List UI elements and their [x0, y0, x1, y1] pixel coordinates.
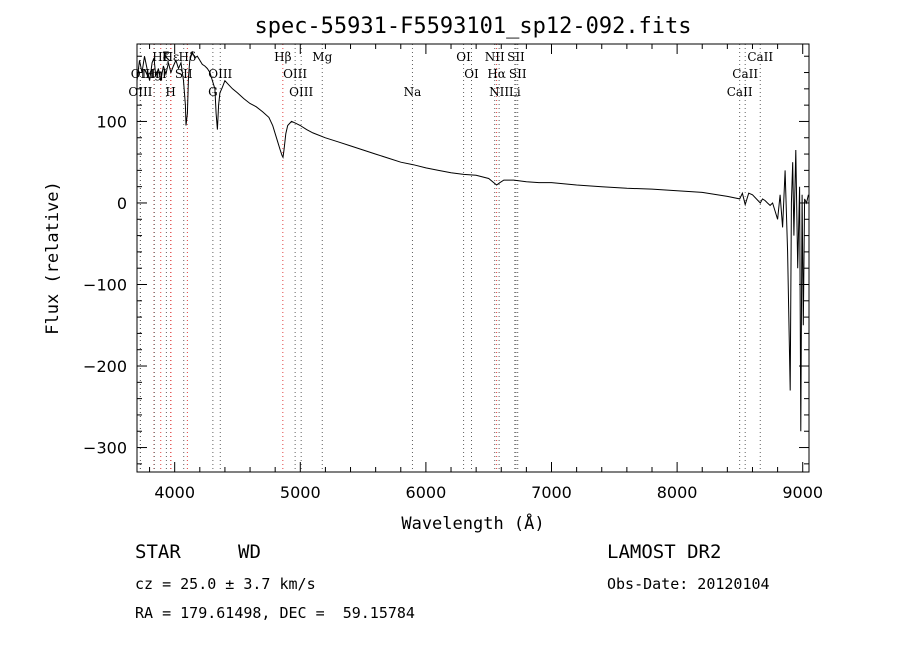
spectral-line-label: SII	[509, 67, 527, 81]
redshift-cz: cz = 25.0 ± 3.7 km/s	[135, 575, 316, 593]
spectral-line-label: H	[165, 85, 175, 99]
x-axis-label: Wavelength (Å)	[401, 512, 544, 534]
y-axis-ticks: 100 0 −100 −200 −300	[83, 55, 809, 465]
spectral-line-label: Li	[509, 85, 521, 99]
ra-dec-coordinates: RA = 179.61498, DEC = 59.15784	[135, 604, 415, 622]
spectral-line-label: CaII	[732, 67, 758, 81]
y-tick-label: −300	[83, 439, 127, 458]
spectral-line-label: G	[208, 85, 218, 99]
y-tick-label: −100	[83, 275, 127, 294]
y-tick-label: 100	[96, 112, 127, 131]
spectral-line-label: OII	[131, 67, 151, 81]
spectral-line-label: SII	[175, 67, 193, 81]
spectral-line-label: MgI	[142, 67, 167, 81]
x-tick-label: 8000	[657, 483, 698, 502]
spectral-line-label: Hα	[487, 67, 506, 81]
spectral-line-label: OIII	[128, 85, 152, 99]
object-class: STAR	[135, 541, 181, 563]
spectral-line-label: OIII	[289, 85, 313, 99]
spectral-line-label: SII	[507, 50, 525, 64]
x-axis-ticks: 4000 5000 6000 7000 8000 9000	[149, 44, 823, 502]
spectral-line-label: OI	[464, 67, 479, 81]
spectral-line-label: K	[162, 50, 172, 64]
spectral-line-label: Hζ	[152, 50, 169, 64]
spectral-line-label: NII	[485, 50, 505, 64]
spectral-line-label: OIII	[283, 67, 307, 81]
spectral-line-label: OI	[456, 50, 471, 64]
y-tick-label: 0	[117, 194, 127, 213]
x-tick-label: 7000	[531, 483, 572, 502]
x-tick-label: 5000	[280, 483, 321, 502]
spectral-line-label: Na	[404, 85, 422, 99]
x-tick-label: 9000	[782, 483, 823, 502]
spectrum-series-line	[136, 50, 809, 432]
spectral-line-label: OIII	[208, 67, 232, 81]
observation-date: Obs-Date: 20120104	[607, 575, 770, 593]
spectral-line-label: Hβ	[274, 50, 291, 64]
spectral-line-label: CaII	[727, 85, 753, 99]
spectral-line-label: Mg	[312, 50, 332, 64]
spectral-line-label: NII	[489, 85, 509, 99]
survey-name: LAMOST DR2	[607, 541, 722, 563]
y-axis-label: Flux (relative)	[43, 181, 63, 335]
x-tick-label: 4000	[154, 483, 195, 502]
object-subclass: WD	[238, 541, 261, 563]
spectral-line-markers	[139, 44, 761, 472]
x-tick-label: 6000	[406, 483, 447, 502]
y-tick-label: −200	[83, 357, 127, 376]
plot-frame	[136, 43, 810, 473]
chart-title: spec-55931-F5593101_sp12-092.fits	[254, 14, 691, 39]
spectral-line-label: CaII	[747, 50, 773, 64]
